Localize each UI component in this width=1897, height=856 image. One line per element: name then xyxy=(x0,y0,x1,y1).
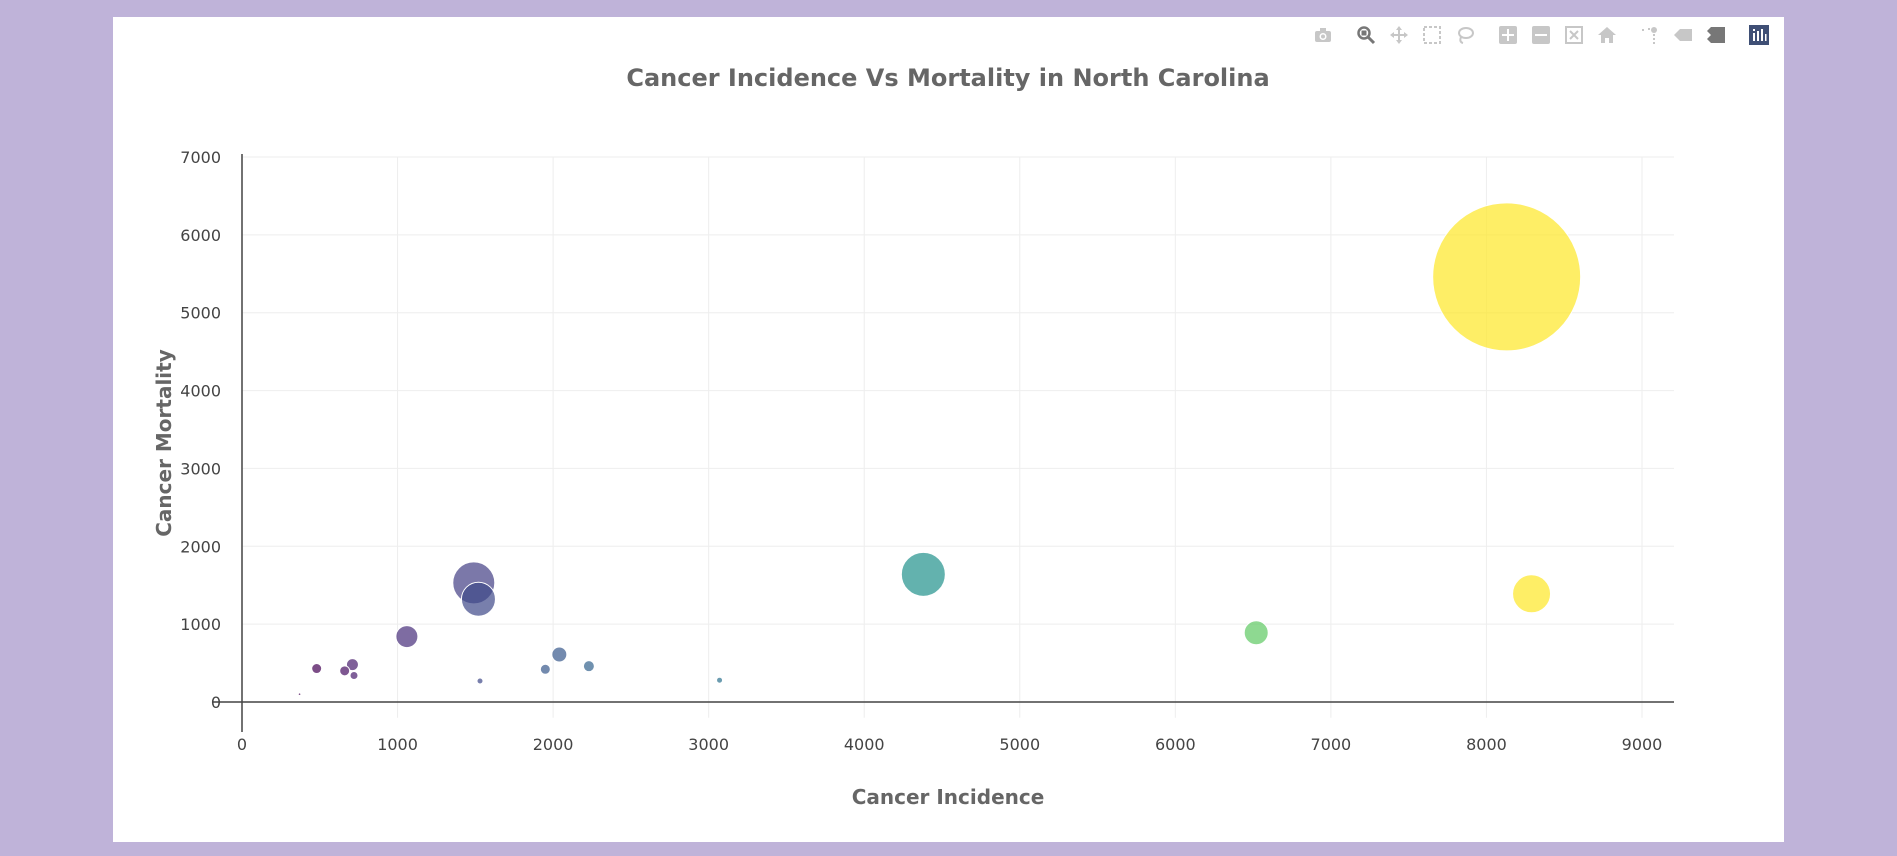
y-tick-label: 4000 xyxy=(180,382,221,401)
bubble-marker[interactable] xyxy=(395,625,419,649)
pan-button[interactable] xyxy=(1388,24,1410,46)
box-select-icon xyxy=(1423,26,1441,44)
bubble-marker[interactable] xyxy=(539,663,551,675)
x-tick-label: 5000 xyxy=(999,735,1040,754)
zoom-in-icon xyxy=(1499,26,1517,44)
bubble-marker[interactable] xyxy=(345,658,359,672)
x-axis-title: Cancer Incidence xyxy=(852,785,1045,809)
box-select-button[interactable] xyxy=(1421,24,1443,46)
home-icon xyxy=(1598,27,1616,43)
lasso-select-button[interactable] xyxy=(1454,24,1476,46)
x-tick-label: 3000 xyxy=(688,735,729,754)
grid xyxy=(242,156,1674,718)
x-tick-label: 4000 xyxy=(844,735,885,754)
bubble-marker[interactable] xyxy=(298,693,301,696)
spike-lines-icon xyxy=(1642,27,1657,44)
bubble-marker[interactable] xyxy=(1432,202,1582,352)
bubble-marker[interactable] xyxy=(1512,574,1552,614)
y-tick-label: 1000 xyxy=(180,615,221,634)
bubble-marker[interactable] xyxy=(900,551,946,597)
bubble-marker[interactable] xyxy=(582,660,595,673)
plotly-logo-icon xyxy=(1749,25,1769,45)
y-tick-label: 2000 xyxy=(180,537,221,556)
x-tick-label: 9000 xyxy=(1622,735,1663,754)
camera-icon xyxy=(1315,28,1331,42)
bubble-marker[interactable] xyxy=(716,676,724,684)
x-tick-label: 7000 xyxy=(1311,735,1352,754)
plot-container xyxy=(113,17,1784,842)
y-tick-label: 3000 xyxy=(180,459,221,478)
pan-icon xyxy=(1390,26,1408,44)
y-tick-label: 6000 xyxy=(180,226,221,245)
bubble-marker[interactable] xyxy=(476,677,484,685)
x-tick-label: 8000 xyxy=(1466,735,1507,754)
bubble-marker[interactable] xyxy=(460,581,496,617)
x-tick-label: 2000 xyxy=(533,735,574,754)
x-tick-label: 0 xyxy=(237,735,247,754)
y-axis-title: Cancer Mortality xyxy=(152,349,176,537)
y-tick-label: 5000 xyxy=(180,304,221,323)
bubble-marker[interactable] xyxy=(311,663,323,675)
hover-closest-button[interactable] xyxy=(1672,24,1694,46)
y-tick-label: 7000 xyxy=(180,148,221,167)
plotly-logo-button[interactable] xyxy=(1748,24,1770,46)
zoom-in-button[interactable] xyxy=(1497,24,1519,46)
hover-compare-button[interactable] xyxy=(1705,24,1727,46)
x-tick-label: 6000 xyxy=(1155,735,1196,754)
lasso-select-icon xyxy=(1458,27,1474,44)
autoscale-button[interactable] xyxy=(1563,24,1585,46)
bubble-marker[interactable] xyxy=(551,646,568,663)
zoom-out-button[interactable] xyxy=(1530,24,1552,46)
bubble-marker[interactable] xyxy=(1243,620,1269,646)
axes xyxy=(212,154,1674,732)
camera-button[interactable] xyxy=(1312,24,1334,46)
tick-labels: 0 1000 2000 3000 4000 5000 6000 7000 8000 9000 0 10… xyxy=(180,148,1662,754)
hover-closest-icon xyxy=(1674,29,1692,41)
modebar xyxy=(1312,22,1781,48)
spike-lines-button[interactable] xyxy=(1639,24,1661,46)
zoom-out-icon xyxy=(1532,26,1550,44)
y-tick-label: 0 xyxy=(211,693,221,712)
autoscale-icon xyxy=(1565,26,1583,44)
chart-title: Cancer Incidence Vs Mortality in North C… xyxy=(626,64,1269,92)
zoom-button[interactable] xyxy=(1355,24,1377,46)
hover-compare-icon xyxy=(1707,27,1725,43)
bubble-marker[interactable] xyxy=(349,671,359,681)
data-markers[interactable] xyxy=(298,202,1582,696)
home-button[interactable] xyxy=(1596,24,1618,46)
bubble-marker[interactable] xyxy=(339,665,351,677)
zoom-icon xyxy=(1357,26,1376,45)
x-tick-label: 1000 xyxy=(377,735,418,754)
